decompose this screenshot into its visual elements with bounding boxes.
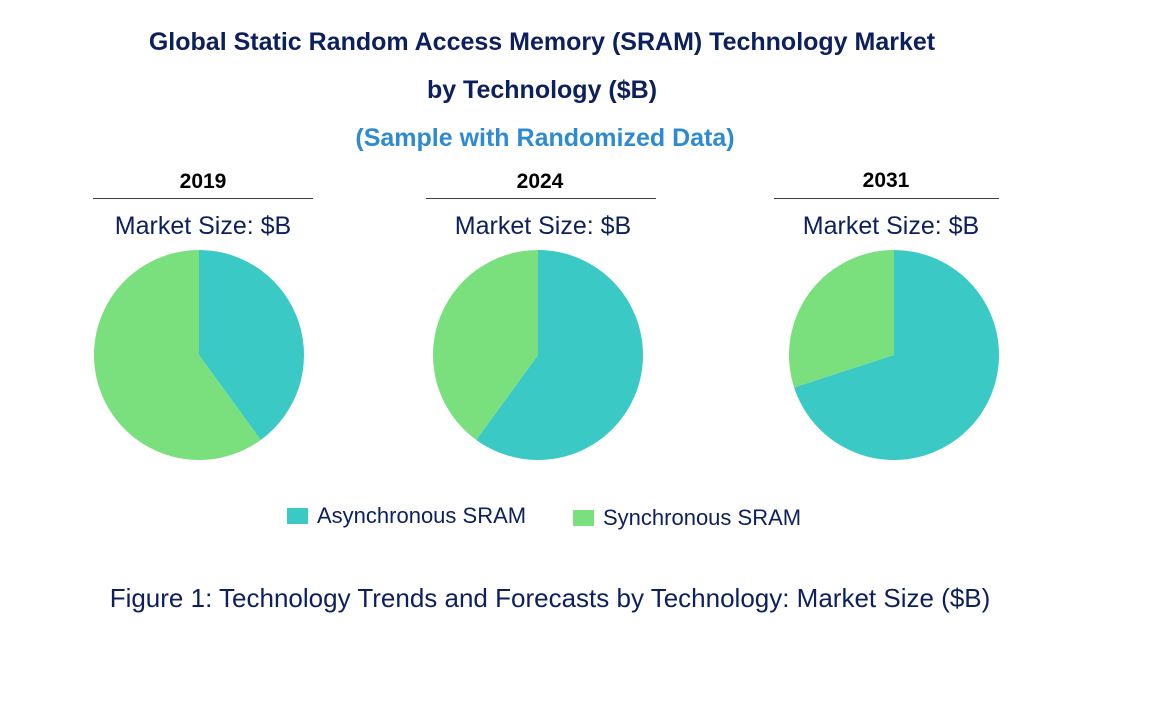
pie-slice-2031-synchronous — [788, 250, 894, 388]
chart-title-line-2: by Technology ($B) — [426, 76, 658, 104]
pie-slice-2019-synchronous — [94, 250, 261, 460]
year-divider-2031 — [774, 198, 999, 199]
pie-slice-2024-synchronous — [432, 250, 538, 440]
legend-label-asynchronous: Asynchronous SRAM — [317, 503, 527, 528]
pie-slice-2019-asynchronous — [199, 250, 305, 440]
figure-caption: Figure 1: Technology Trends and Forecast… — [109, 583, 991, 613]
chart-title-line-1: Global Static Random Access Memory (SRAM… — [148, 28, 936, 56]
year-label-2019: 2019 — [179, 170, 227, 193]
legend-label-synchronous: Synchronous SRAM — [603, 505, 802, 530]
legend-item-synchronous: Synchronous SRAM — [573, 505, 801, 531]
pie-slice-2024-asynchronous — [476, 250, 643, 460]
market-size-label-2019: Market Size: $B — [114, 212, 292, 240]
legend-swatch-synchronous — [573, 510, 594, 526]
year-label-2031: 2031 — [862, 169, 910, 192]
year-divider-2024 — [426, 198, 656, 199]
pie-slice-2031-asynchronous — [794, 250, 999, 460]
chart-subtitle: (Sample with Randomized Data) — [355, 124, 735, 152]
market-size-label-2031: Market Size: $B — [802, 212, 980, 240]
year-divider-2019 — [93, 198, 313, 199]
year-label-2024: 2024 — [516, 170, 564, 193]
legend-swatch-asynchronous — [287, 508, 308, 524]
market-size-label-2024: Market Size: $B — [454, 212, 632, 240]
legend-item-asynchronous: Asynchronous SRAM — [287, 503, 526, 529]
